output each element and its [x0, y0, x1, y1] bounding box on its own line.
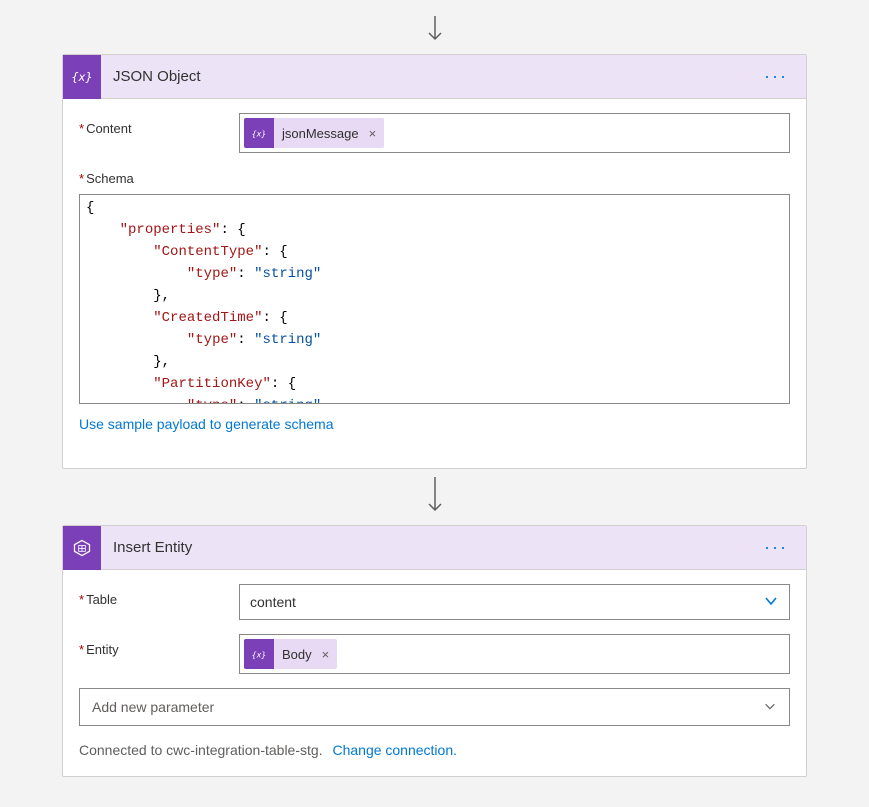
table-select[interactable]: content [239, 584, 790, 620]
svg-text:{x}: {x} [252, 650, 266, 659]
chevron-down-icon [763, 593, 779, 612]
insert-entity-header[interactable]: Insert Entity ··· [63, 526, 806, 570]
variable-icon: {x} [244, 639, 274, 669]
variable-icon: {x} [244, 118, 274, 148]
use-sample-payload-link[interactable]: Use sample payload to generate schema [79, 416, 333, 432]
jsonmessage-token[interactable]: {x} jsonMessage × [244, 118, 384, 148]
token-label: jsonMessage [274, 126, 367, 141]
table-label: *Table [79, 584, 239, 607]
entity-input[interactable]: {x} Body × [239, 634, 790, 674]
token-label: Body [274, 647, 320, 662]
schema-textarea[interactable]: { "properties": { "ContentType": { "type… [79, 194, 790, 404]
content-input[interactable]: {x} jsonMessage × [239, 113, 790, 153]
svg-text:{x}: {x} [252, 129, 266, 138]
card-title: JSON Object [113, 68, 760, 85]
connection-text: Connected to cwc-integration-table-stg. [79, 742, 323, 758]
more-menu-button[interactable]: ··· [760, 62, 792, 91]
add-new-parameter-select[interactable]: Add new parameter [79, 688, 790, 726]
table-storage-icon [63, 526, 101, 570]
data-operations-icon: {x} [63, 55, 101, 99]
svg-text:{x}: {x} [72, 70, 92, 84]
card-title: Insert Entity [113, 539, 760, 556]
flow-arrow-middle [0, 477, 869, 517]
chevron-down-icon [763, 699, 777, 716]
schema-label: *Schema [79, 171, 239, 186]
token-remove-icon[interactable]: × [320, 647, 338, 662]
body-token[interactable]: {x} Body × [244, 639, 337, 669]
change-connection-link[interactable]: Change connection. [332, 742, 457, 758]
connection-info: Connected to cwc-integration-table-stg. … [79, 742, 790, 758]
entity-label: *Entity [79, 634, 239, 657]
table-value: content [250, 594, 296, 610]
json-object-header[interactable]: {x} JSON Object ··· [63, 55, 806, 99]
insert-entity-card: Insert Entity ··· *Table content *Entity [62, 525, 807, 777]
add-param-label: Add new parameter [92, 699, 214, 715]
flow-arrow-top [0, 16, 869, 46]
more-menu-button[interactable]: ··· [760, 533, 792, 562]
token-remove-icon[interactable]: × [367, 126, 385, 141]
json-object-card: {x} JSON Object ··· *Content {x} jsonMes… [62, 54, 807, 469]
content-label: *Content [79, 113, 239, 136]
